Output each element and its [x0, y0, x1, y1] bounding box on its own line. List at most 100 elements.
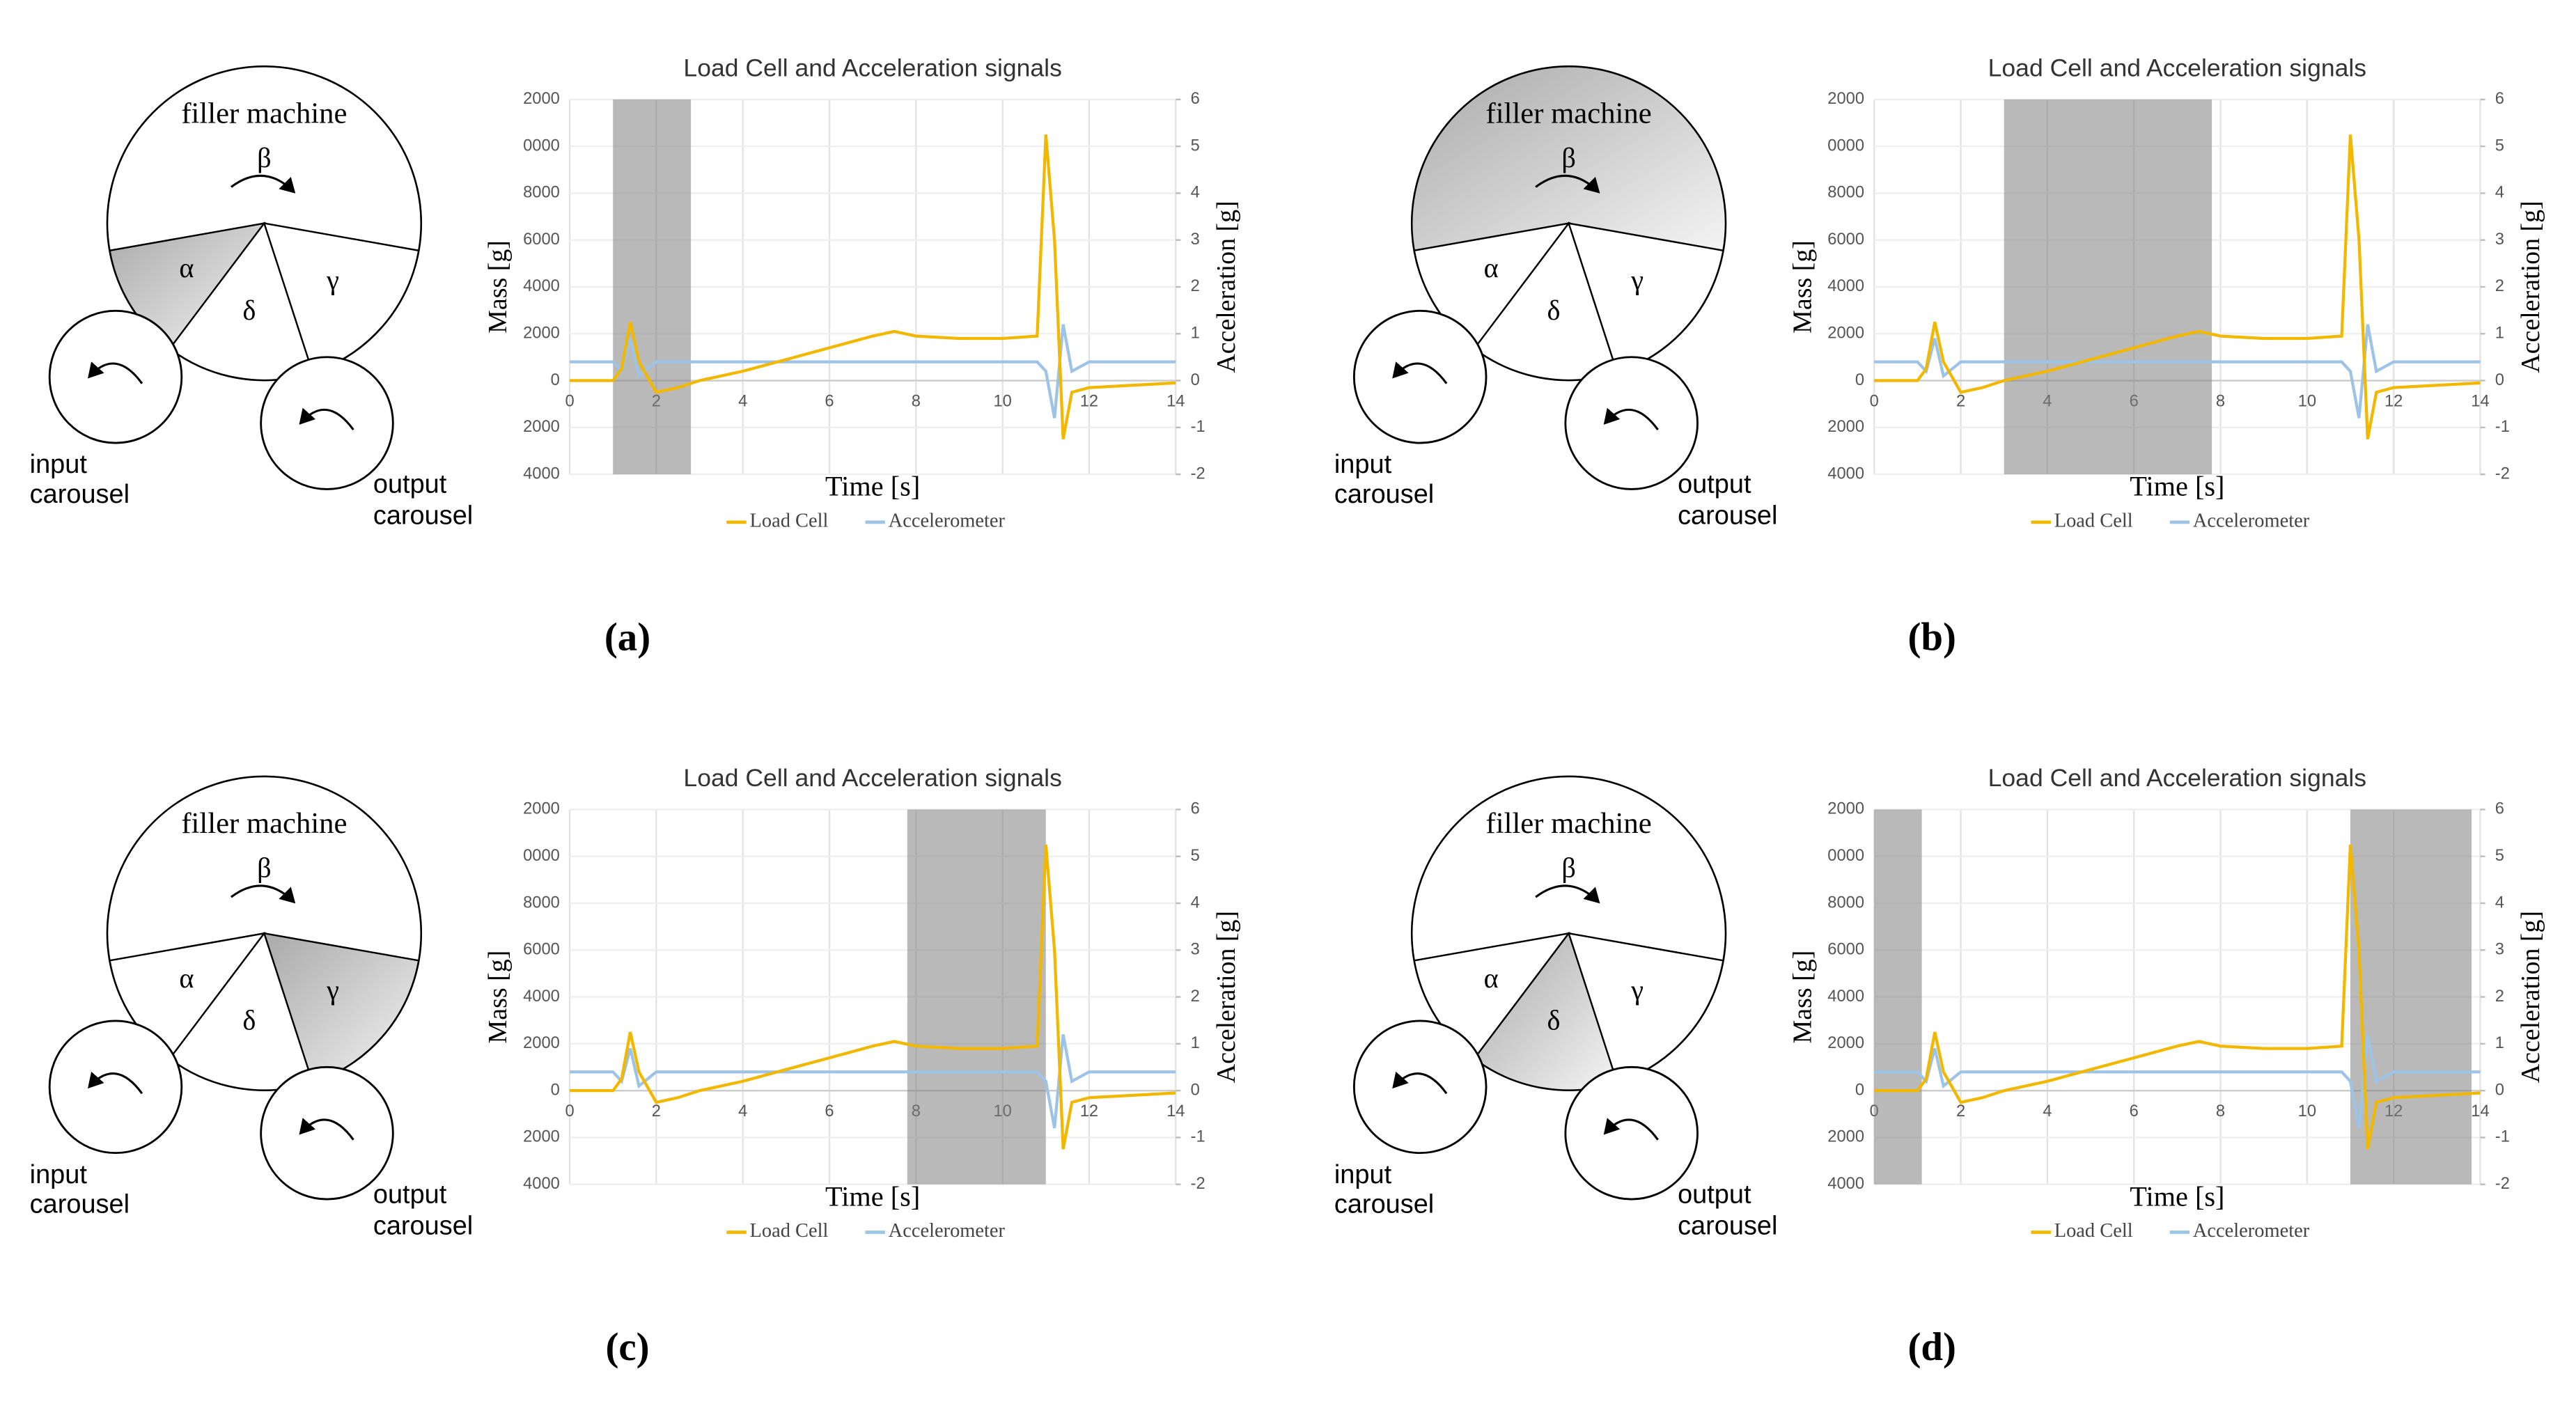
legend-label: Accelerometer	[2193, 1220, 2310, 1242]
series-line	[1874, 844, 2481, 1150]
x-tick-label: 8	[912, 393, 921, 411]
series-line	[570, 324, 1176, 419]
y-tick-label: 4000	[1827, 1175, 1864, 1193]
legend-label: Accelerometer	[889, 1220, 1006, 1242]
output-label: carousel	[1678, 1211, 1777, 1240]
sector-label: γ	[1630, 974, 1644, 1006]
x-tick-label: 4	[738, 393, 747, 411]
x-tick-label: 10	[2298, 393, 2316, 411]
y2-tick-label: 1	[2495, 325, 2504, 343]
y2-tick-label: 4	[2495, 893, 2504, 912]
sector-label: δ	[1547, 295, 1561, 326]
y-tick-label: 0000	[523, 136, 560, 155]
y2-tick-label: -2	[1191, 464, 1205, 483]
x-tick-label: 10	[993, 393, 1011, 411]
y2-tick-label: 4	[2495, 184, 2504, 202]
sector-label: α	[1484, 252, 1499, 283]
rotation-arrow	[1535, 884, 1600, 904]
carousel-arrow	[87, 361, 143, 384]
y2-tick-label: 1	[1191, 325, 1200, 343]
y2-tick-label: -1	[1191, 1128, 1205, 1146]
y-tick-label: 4000	[1827, 464, 1864, 483]
machine-label: filler machine	[1486, 807, 1652, 840]
input-label: input	[1334, 450, 1392, 479]
x-tick-label: 10	[2298, 1102, 2316, 1120]
carousel-arrow	[299, 407, 354, 430]
input-label: input	[30, 1160, 88, 1189]
y-tick-label: 0000	[1827, 136, 1864, 155]
y2-axis-label: Acceleration [g]	[1212, 911, 1241, 1083]
x-tick-label: 6	[825, 1102, 834, 1120]
x-tick-label: 14	[2471, 393, 2489, 411]
x-tick-label: 14	[2471, 1102, 2489, 1120]
series-line	[570, 844, 1176, 1150]
x-axis-label: Time [s]	[2130, 1180, 2224, 1212]
x-tick-label: 4	[2043, 1102, 2052, 1120]
y2-axis-label: Acceleration [g]	[2516, 201, 2545, 373]
y2-tick-label: 0	[1191, 371, 1200, 389]
output-carousel	[1564, 1065, 1699, 1201]
output-label: output	[373, 470, 447, 499]
sector-label: β	[1561, 852, 1576, 883]
x-tick-label: 2	[1956, 393, 1965, 411]
x-tick-label: 0	[565, 393, 574, 411]
series-line	[570, 134, 1176, 440]
y-tick-label: 0000	[1827, 847, 1864, 865]
y2-tick-label: 0	[2495, 1081, 2504, 1099]
y2-tick-label: 0	[1191, 1081, 1200, 1099]
x-tick-label: 6	[2130, 1102, 2139, 1120]
y-tick-label: 2000	[523, 418, 560, 436]
input-label: carousel	[30, 480, 130, 509]
y-tick-label: 2000	[1827, 1128, 1864, 1146]
carousel-arrow	[87, 1071, 143, 1095]
output-label: output	[373, 1180, 447, 1209]
x-axis-label: Time [s]	[2130, 471, 2224, 502]
y2-tick-label: 6	[2495, 90, 2504, 108]
y-tick-label: 4000	[523, 1175, 560, 1193]
input-label: carousel	[1334, 480, 1434, 509]
series-line	[1874, 134, 2481, 440]
output-label: output	[1678, 1180, 1751, 1209]
y2-tick-label: 3	[1191, 231, 1200, 249]
chart-title: Load Cell and Acceleration signals	[1988, 54, 2366, 82]
sector-label: δ	[242, 295, 256, 326]
carousel-arrow	[1392, 361, 1448, 384]
y-tick-label: 2000	[1827, 1034, 1864, 1052]
y2-tick-label: -1	[1191, 418, 1205, 436]
legend-label: Load Cell	[2054, 510, 2133, 531]
y-tick-label: 2000	[523, 325, 560, 343]
machine-label: filler machine	[181, 97, 347, 130]
y2-tick-label: 6	[1191, 90, 1200, 108]
y2-tick-label: 5	[1191, 136, 1200, 155]
x-tick-label: 12	[1080, 393, 1098, 411]
input-label: carousel	[30, 1190, 130, 1219]
y-tick-label: 0	[1855, 371, 1864, 389]
y-tick-label: 6000	[523, 231, 560, 249]
x-tick-label: 14	[1166, 1102, 1185, 1120]
input-label: carousel	[1334, 1190, 1434, 1219]
chart-title: Load Cell and Acceleration signals	[683, 54, 1061, 82]
carousel-arrow	[299, 1118, 354, 1141]
rotation-arrow	[231, 884, 296, 904]
x-tick-label: 2	[652, 1102, 661, 1120]
y-tick-label: 0	[1855, 1081, 1864, 1099]
shaded-region	[907, 809, 1046, 1185]
y-tick-label: 0000	[523, 847, 560, 865]
sector-label: α	[179, 962, 194, 994]
y-tick-label: 2000	[523, 800, 560, 818]
chart-title: Load Cell and Acceleration signals	[1988, 764, 2366, 792]
x-tick-label: 0	[565, 1102, 574, 1120]
y2-tick-label: -2	[2495, 1175, 2510, 1193]
x-tick-label: 8	[2216, 393, 2225, 411]
y2-tick-label: 0	[2495, 371, 2504, 389]
y-tick-label: 2000	[523, 1034, 560, 1052]
input-carousel	[48, 309, 183, 444]
y-tick-label: 6000	[1827, 941, 1864, 959]
x-tick-label: 6	[825, 393, 834, 411]
y-tick-label: 6000	[1827, 231, 1864, 249]
caption: (b)	[1907, 616, 1956, 659]
